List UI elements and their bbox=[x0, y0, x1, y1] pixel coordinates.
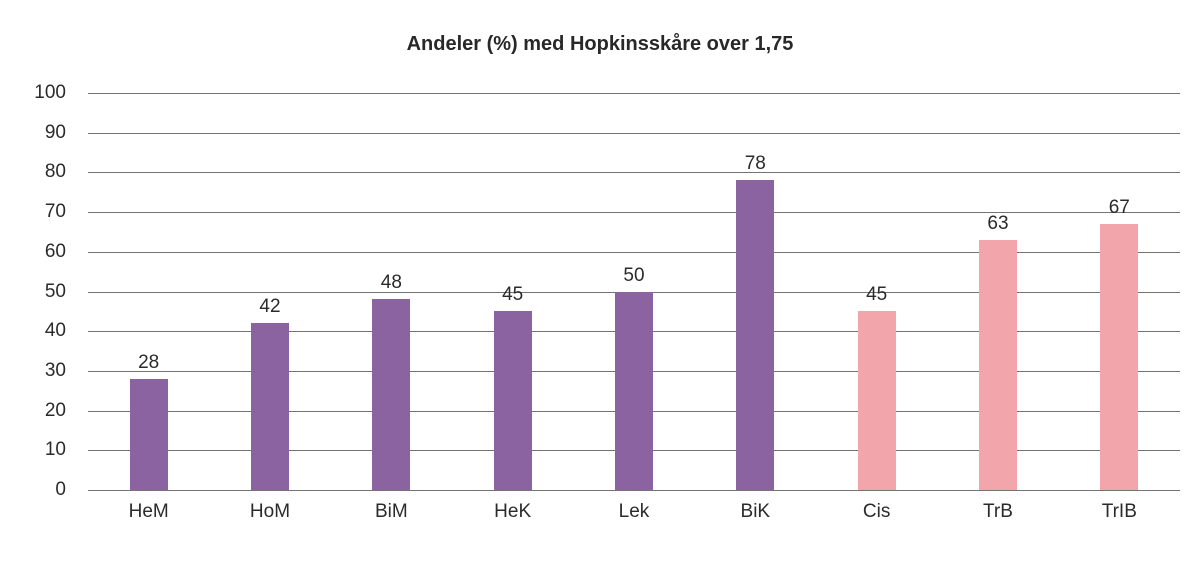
bar bbox=[978, 239, 1017, 490]
bar-slot: 63 bbox=[937, 93, 1058, 490]
bar-value-label: 28 bbox=[138, 351, 160, 373]
gridline bbox=[88, 490, 1180, 491]
x-axis-category-label: Lek bbox=[618, 501, 650, 522]
bar bbox=[493, 311, 532, 490]
x-axis-category-label: HoM bbox=[249, 501, 291, 522]
x-axis-category-label: Cis bbox=[862, 501, 891, 522]
gridline bbox=[88, 212, 1180, 214]
gridline bbox=[88, 132, 1180, 134]
bar-value-label: 50 bbox=[623, 264, 645, 286]
y-axis-tick-label: 100 bbox=[34, 82, 66, 103]
bar-value-label: 45 bbox=[866, 284, 888, 306]
bar bbox=[129, 378, 168, 490]
bar-value-label: 48 bbox=[380, 272, 402, 294]
bar-value-label: 45 bbox=[502, 284, 524, 306]
y-axis-tick-label: 40 bbox=[44, 320, 66, 342]
bar bbox=[372, 299, 411, 490]
bar-slot: 78 bbox=[695, 93, 816, 490]
bars-layer: 28 42 48 45 50 78 45 63 67 bbox=[88, 93, 1180, 490]
x-axis-category-label: BiK bbox=[740, 501, 771, 522]
y-axis-tick-label: 80 bbox=[44, 161, 66, 183]
gridline bbox=[88, 251, 1180, 253]
gridline bbox=[88, 172, 1180, 174]
x-axis-category-label: TrB bbox=[983, 501, 1013, 522]
y-axis-tick-label: 60 bbox=[44, 240, 66, 262]
bar-slot: 50 bbox=[573, 93, 694, 490]
gridline bbox=[88, 93, 1180, 94]
x-axis-category-label: BiM bbox=[374, 501, 408, 522]
chart-title: Andeler (%) med Hopkinsskåre over 1,75 bbox=[406, 33, 794, 55]
bar bbox=[857, 311, 896, 490]
y-axis-tick-label: 0 bbox=[55, 479, 66, 500]
bar-slot: 67 bbox=[1059, 93, 1180, 490]
x-axis-category-label: HeK bbox=[494, 501, 532, 522]
y-axis-tick-label: 20 bbox=[44, 399, 66, 421]
bar-slot: 45 bbox=[452, 93, 573, 490]
y-axis-tick-label: 50 bbox=[44, 280, 66, 302]
bar-value-label: 67 bbox=[1108, 197, 1130, 219]
bar bbox=[614, 291, 653, 490]
x-axis-category-label: HeM bbox=[128, 501, 169, 522]
bar bbox=[250, 323, 289, 490]
bar-slot: 48 bbox=[331, 93, 452, 490]
bar-value-label: 63 bbox=[987, 212, 1009, 234]
y-axis-tick-label: 90 bbox=[44, 121, 66, 143]
bar-slot: 28 bbox=[88, 93, 209, 490]
bar-value-label: 42 bbox=[259, 296, 281, 318]
x-axis-category-labels: HeM HoM BiM HeK Lek BiK Cis TrB TrIB bbox=[88, 501, 1180, 523]
bar-slot: 42 bbox=[209, 93, 330, 490]
bar-slot: 45 bbox=[816, 93, 937, 490]
y-axis-tick-label: 10 bbox=[44, 439, 66, 461]
y-axis-tick-label: 30 bbox=[44, 359, 66, 381]
bar bbox=[1100, 224, 1139, 490]
x-axis-category-label: TrIB bbox=[1101, 501, 1137, 522]
bar-value-label: 78 bbox=[744, 153, 766, 175]
plot-area: 28 42 48 45 50 78 45 63 67 bbox=[88, 93, 1180, 491]
y-axis-tick-label: 70 bbox=[44, 201, 66, 223]
bar bbox=[736, 180, 775, 490]
